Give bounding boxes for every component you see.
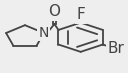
Text: O: O — [48, 4, 60, 19]
Text: F: F — [76, 7, 85, 22]
Text: Br: Br — [107, 41, 124, 56]
Text: N: N — [39, 26, 49, 40]
